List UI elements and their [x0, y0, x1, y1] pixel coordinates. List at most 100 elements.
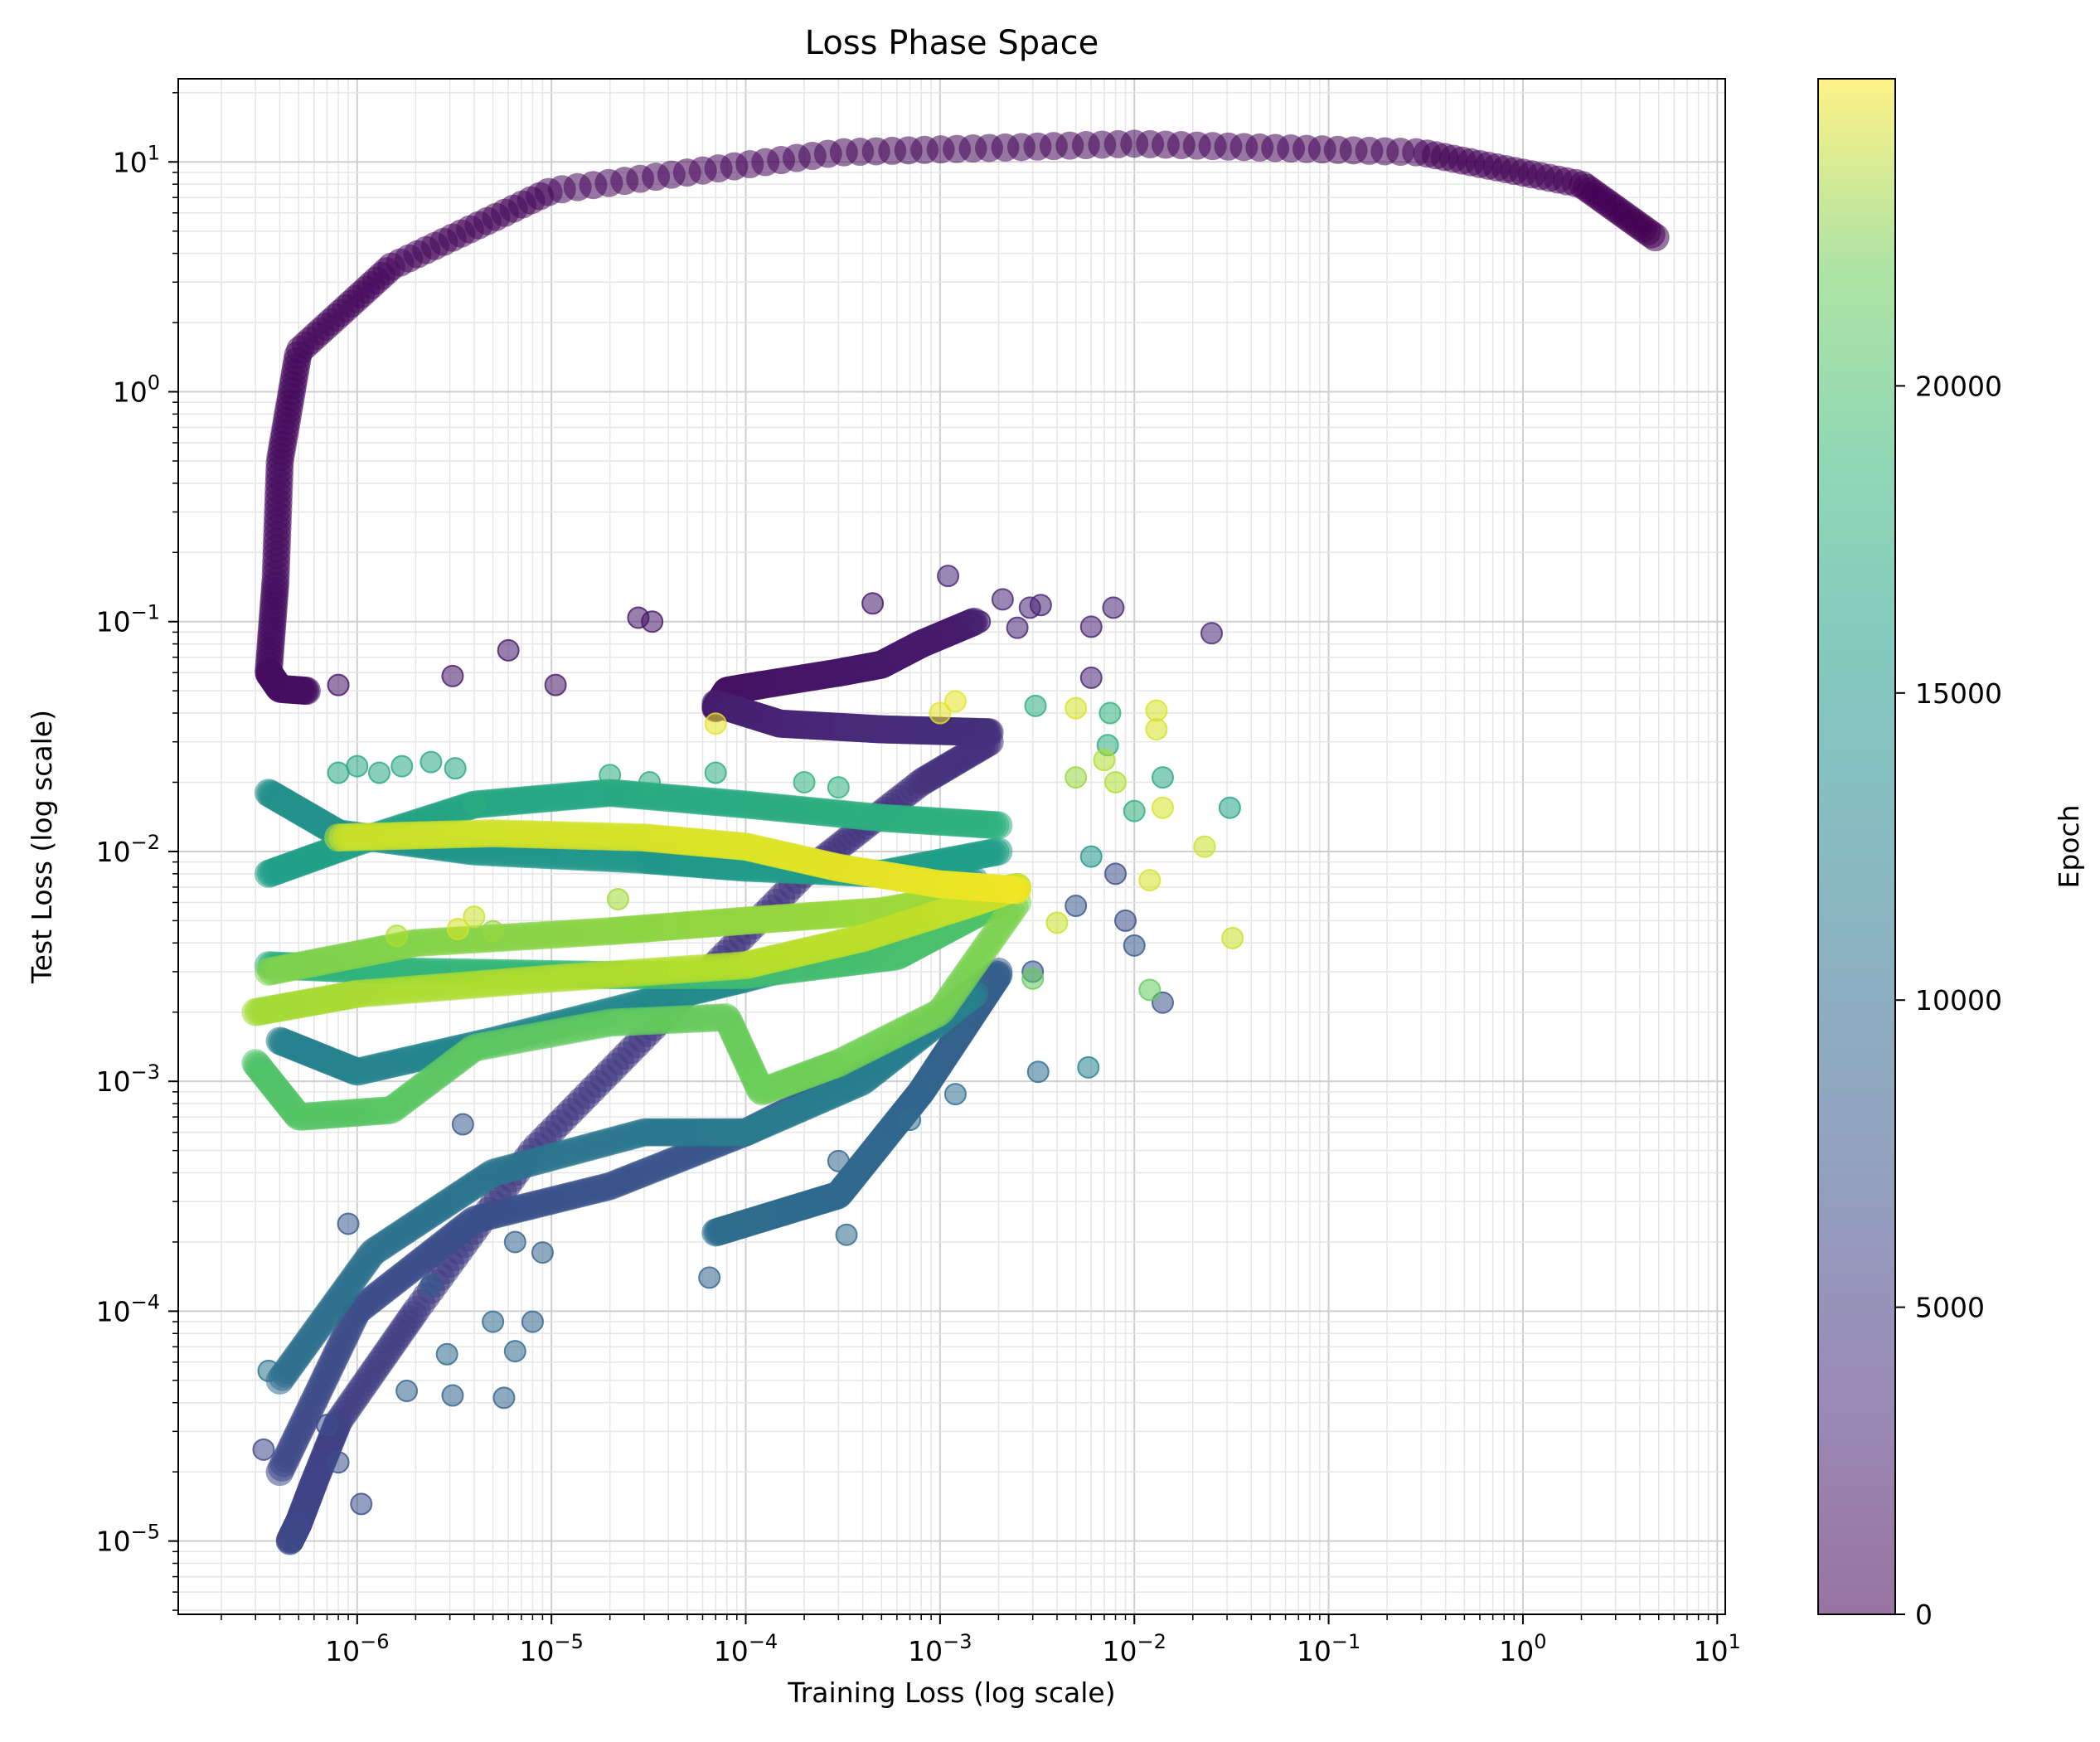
y-tick-label: 101 — [113, 141, 160, 178]
scatter-point — [1024, 694, 1047, 717]
scatter-point — [1123, 934, 1146, 957]
y-axis-label: Test Loss (log scale) — [26, 710, 58, 984]
scatter-point — [1021, 967, 1045, 990]
scatter-point — [420, 1274, 443, 1297]
y-tick-label: 10−5 — [96, 1521, 160, 1558]
scatter-point — [327, 761, 350, 784]
trajectory-point — [701, 1218, 730, 1247]
scatter-point — [1151, 796, 1174, 819]
scatter-point — [521, 1310, 544, 1333]
trajectory-point — [984, 837, 1013, 866]
scatter-point — [482, 1310, 505, 1333]
scatter-point — [444, 757, 467, 780]
scatter-point — [441, 664, 464, 687]
scatter-point — [482, 920, 505, 943]
scatter-point — [503, 1230, 526, 1254]
scatter-point — [704, 712, 727, 735]
colorbar-tick-label: 0 — [1915, 1599, 1933, 1631]
scatter-point — [1200, 622, 1223, 645]
scatter-point — [1145, 718, 1168, 741]
trajectory-point — [1003, 876, 1032, 905]
x-tick-label: 10−6 — [325, 1630, 389, 1667]
scatter-point — [492, 1386, 516, 1410]
scatter-point — [1079, 615, 1103, 638]
scatter-point — [252, 1438, 275, 1461]
trajectory-point — [984, 811, 1013, 840]
scatter-point — [1193, 835, 1216, 858]
scatter-point — [327, 673, 350, 696]
colorbar-tick-label: 15000 — [1915, 677, 2002, 710]
y-tick-label: 100 — [113, 371, 160, 409]
colorbar-frame — [1817, 78, 1896, 1615]
scatter-point — [943, 1083, 967, 1106]
plot-frame — [177, 78, 1726, 1615]
scatter-point — [337, 1212, 360, 1235]
scatter-point — [1151, 766, 1174, 789]
scatter-point — [395, 1380, 419, 1403]
x-axis-ticks: 10−6 10−5 10−4 10−3 10−2 10−1 100 101 — [221, 1614, 1741, 1667]
scatter-points — [252, 565, 1244, 1516]
scatter-point — [1114, 909, 1137, 932]
trajectory — [255, 129, 1670, 706]
scatter-point — [463, 905, 486, 929]
scatter-point — [943, 690, 967, 713]
scatter-point — [368, 761, 391, 784]
colorbar-tick-label: 10000 — [1915, 984, 2002, 1017]
colorbar-tick-label: 20000 — [1915, 370, 2002, 402]
scatter-point — [793, 771, 816, 794]
scatter-point — [1098, 701, 1122, 725]
scatter-point — [861, 592, 885, 615]
scatter-point — [315, 1414, 338, 1437]
chart-title: Loss Phase Space — [805, 24, 1099, 62]
x-tick-label: 100 — [1499, 1630, 1546, 1667]
trajectory — [241, 888, 1032, 1131]
scatter-point — [346, 755, 369, 778]
scatter-point — [1138, 978, 1162, 1002]
scatter-point — [1045, 911, 1069, 934]
scatter-point — [1029, 594, 1052, 617]
y-tick-label: 10−2 — [96, 831, 160, 868]
scatter-point — [503, 1340, 526, 1363]
trajectory-point — [292, 677, 321, 706]
scatter-point — [446, 917, 469, 940]
scatter-point — [1104, 862, 1128, 886]
scatter-point — [327, 1451, 350, 1474]
scatter-point — [544, 673, 567, 696]
scatter-point — [386, 924, 409, 948]
scatter-point — [606, 888, 629, 911]
scatter-point — [451, 1113, 474, 1136]
scatter-point — [599, 764, 622, 787]
scatter-point — [1065, 766, 1088, 789]
trajectory — [701, 689, 1004, 747]
scatter-point — [1138, 869, 1162, 892]
x-tick-label: 10−1 — [1297, 1630, 1360, 1667]
scatter-point — [937, 565, 960, 588]
scatter-point — [1079, 666, 1103, 689]
scatter-point — [1221, 926, 1244, 949]
scatter-point — [441, 1384, 464, 1407]
colorbar: 0 5000 10000 15000 20000 Epoch — [1817, 78, 2085, 1631]
x-tick-label: 10−5 — [519, 1630, 583, 1667]
scatter-point — [991, 588, 1014, 611]
scatter-point — [1145, 699, 1168, 722]
scatter-point — [1077, 1055, 1100, 1079]
scatter-point — [899, 1109, 922, 1132]
scatter-point — [827, 776, 850, 799]
y-axis-ticks: 10−5 10−4 10−3 10−2 10−1 100 101 — [96, 92, 178, 1611]
scatter-point — [1093, 749, 1116, 772]
trajectory — [701, 960, 1013, 1247]
scatter-point — [638, 771, 662, 794]
scatter-point — [390, 755, 414, 778]
scatter-point — [929, 701, 952, 725]
scatter-point — [463, 793, 486, 816]
colorbar-tick-label: 5000 — [1915, 1292, 1985, 1324]
scatter-point — [531, 1241, 554, 1264]
scatter-point — [350, 1492, 373, 1516]
colorbar-label: Epoch — [2053, 804, 2085, 888]
scatter-point — [1218, 796, 1241, 819]
scatter-point — [1104, 771, 1128, 794]
scatter-point — [435, 1342, 458, 1366]
scatter-point — [1065, 696, 1088, 720]
colorbar-ticks: 0 5000 10000 15000 20000 — [1895, 370, 2002, 1631]
